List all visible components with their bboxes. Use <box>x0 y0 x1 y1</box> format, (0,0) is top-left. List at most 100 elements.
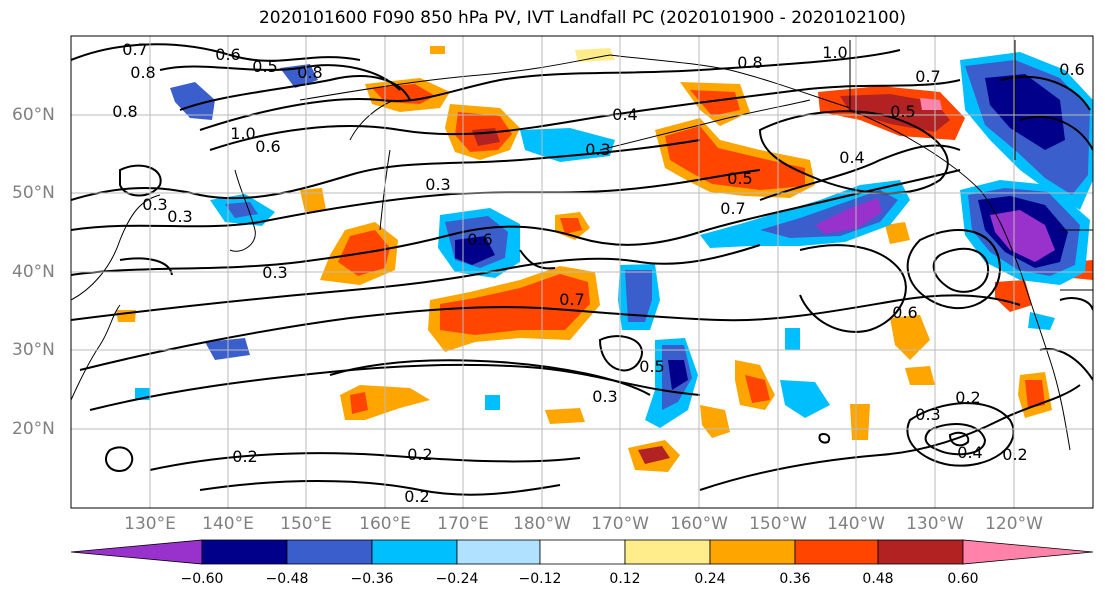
colorbar-swatch <box>624 539 711 565</box>
contour-label: 1.0 <box>230 124 255 143</box>
contour-labels: 0.7 0.8 0.6 0.5 0.8 0.8 1.0 0.6 0.3 0.3 … <box>112 40 1084 506</box>
contour-line <box>329 359 651 396</box>
coastline <box>349 99 396 141</box>
contour-label: 0.8 <box>737 53 762 72</box>
contour-line <box>71 169 961 276</box>
coastline <box>71 194 161 301</box>
pv-anomaly-positive <box>890 315 930 360</box>
pv-anomaly-positive <box>1025 380 1045 408</box>
contour-label: 0.4 <box>839 148 864 167</box>
contour-label: 0.3 <box>167 207 192 226</box>
coastline <box>379 149 391 231</box>
lat-label: 40°N <box>12 262 55 282</box>
contour-line <box>1059 297 1093 311</box>
coastline <box>849 109 1021 271</box>
colorbar-swatch <box>371 539 458 565</box>
contour-label: 0.2 <box>404 487 429 506</box>
contour-label: 0.4 <box>957 443 982 462</box>
map-title: 2020101600 F090 850 hPa PV, IVT Landfall… <box>258 8 906 28</box>
colorbar-tick-label: 0.60 <box>947 571 979 587</box>
contour-line <box>199 49 901 131</box>
contour-label: 0.5 <box>639 357 664 376</box>
contour-label: 0.6 <box>892 303 917 322</box>
colorbar <box>70 539 1094 565</box>
pv-anomaly-positive <box>885 222 910 244</box>
contour-label: 0.7 <box>915 67 940 86</box>
contour-label: 0.8 <box>112 102 137 121</box>
colorbar-swatch <box>709 539 796 565</box>
contour-label: 0.5 <box>727 169 752 188</box>
lon-label: 150°W <box>749 514 807 534</box>
colorbar-tick-label: −0.24 <box>435 571 479 587</box>
contour-label: 0.2 <box>232 447 257 466</box>
pv-anomaly-positive <box>905 366 935 385</box>
pv-anomaly-negative <box>780 380 830 418</box>
lon-label: 160°E <box>359 514 411 534</box>
coastline <box>71 304 121 401</box>
contour-line <box>79 294 1021 371</box>
lon-label: 130°W <box>906 514 964 534</box>
lon-label: 180°W <box>513 514 571 534</box>
lon-label: 170°W <box>591 514 649 534</box>
pv-anomaly-negative <box>990 210 1055 262</box>
pv-anomaly-positive <box>430 46 445 54</box>
contour-line <box>906 402 1015 467</box>
pv-anomaly-negative <box>625 270 652 322</box>
contour-label: 0.6 <box>1059 60 1084 79</box>
contour-label: 0.4 <box>612 105 637 124</box>
colorbar-swatch <box>794 539 879 565</box>
pv-anomaly-negative <box>1028 312 1055 330</box>
contour-line <box>799 244 907 333</box>
contour-label: 0.6 <box>467 230 492 249</box>
pv-anomaly-positive <box>575 48 615 62</box>
contour-line <box>932 247 990 293</box>
pv-anomaly-positive <box>745 375 770 403</box>
contour-label: 0.3 <box>585 140 610 159</box>
contour-label: 0.3 <box>425 175 450 194</box>
coastline <box>609 54 851 109</box>
lon-label: 140°E <box>202 514 254 534</box>
colorbar-swatch <box>286 539 373 565</box>
contour-label: 0.7 <box>122 40 147 59</box>
pv-anomaly-positive <box>850 404 870 440</box>
pv-anomaly-positive <box>700 405 730 438</box>
colorbar-tick-label: −0.36 <box>350 571 394 587</box>
lat-label: 30°N <box>12 340 55 360</box>
lat-label: 50°N <box>12 183 55 203</box>
coastline <box>229 169 256 252</box>
contour-label: 0.5 <box>890 102 915 121</box>
contour-line <box>699 384 1081 491</box>
contour-line <box>999 75 1091 111</box>
coastline <box>299 54 611 101</box>
pv-anomaly-negative <box>985 74 1065 150</box>
contour-line <box>519 249 556 270</box>
contour-label: 0.3 <box>262 263 287 282</box>
pv-anomaly-negative <box>455 236 495 265</box>
contour-line <box>71 43 361 62</box>
contour-line <box>199 480 561 496</box>
coastline <box>1060 229 1093 291</box>
contour-line <box>1019 115 1093 151</box>
lon-label: 170°E <box>437 514 489 534</box>
coastline <box>599 99 811 151</box>
pv-anomaly-positive <box>690 90 740 116</box>
coastlines <box>71 40 1093 451</box>
pv-anomaly-negative <box>815 198 882 234</box>
graticule <box>71 36 1093 508</box>
contour-line <box>105 446 134 472</box>
contour-line <box>906 229 1002 309</box>
colorbar-tick-label: −0.48 <box>265 571 309 587</box>
contour-label: 0.7 <box>559 290 584 309</box>
contour-line <box>71 139 701 201</box>
colorbar-tick-label: −0.60 <box>180 571 224 587</box>
contour-label: 0.7 <box>720 199 745 218</box>
colorbar-swatch <box>962 539 1094 565</box>
lon-label: 120°W <box>985 514 1043 534</box>
pv-anomaly-positive <box>920 98 942 110</box>
colorbar-swatch <box>201 539 288 565</box>
colorbar-tick-label: 0.48 <box>862 571 894 587</box>
pv-anomaly-negative <box>485 395 500 410</box>
contour-label: 0.8 <box>297 63 322 82</box>
colorbar-swatch <box>539 539 626 565</box>
